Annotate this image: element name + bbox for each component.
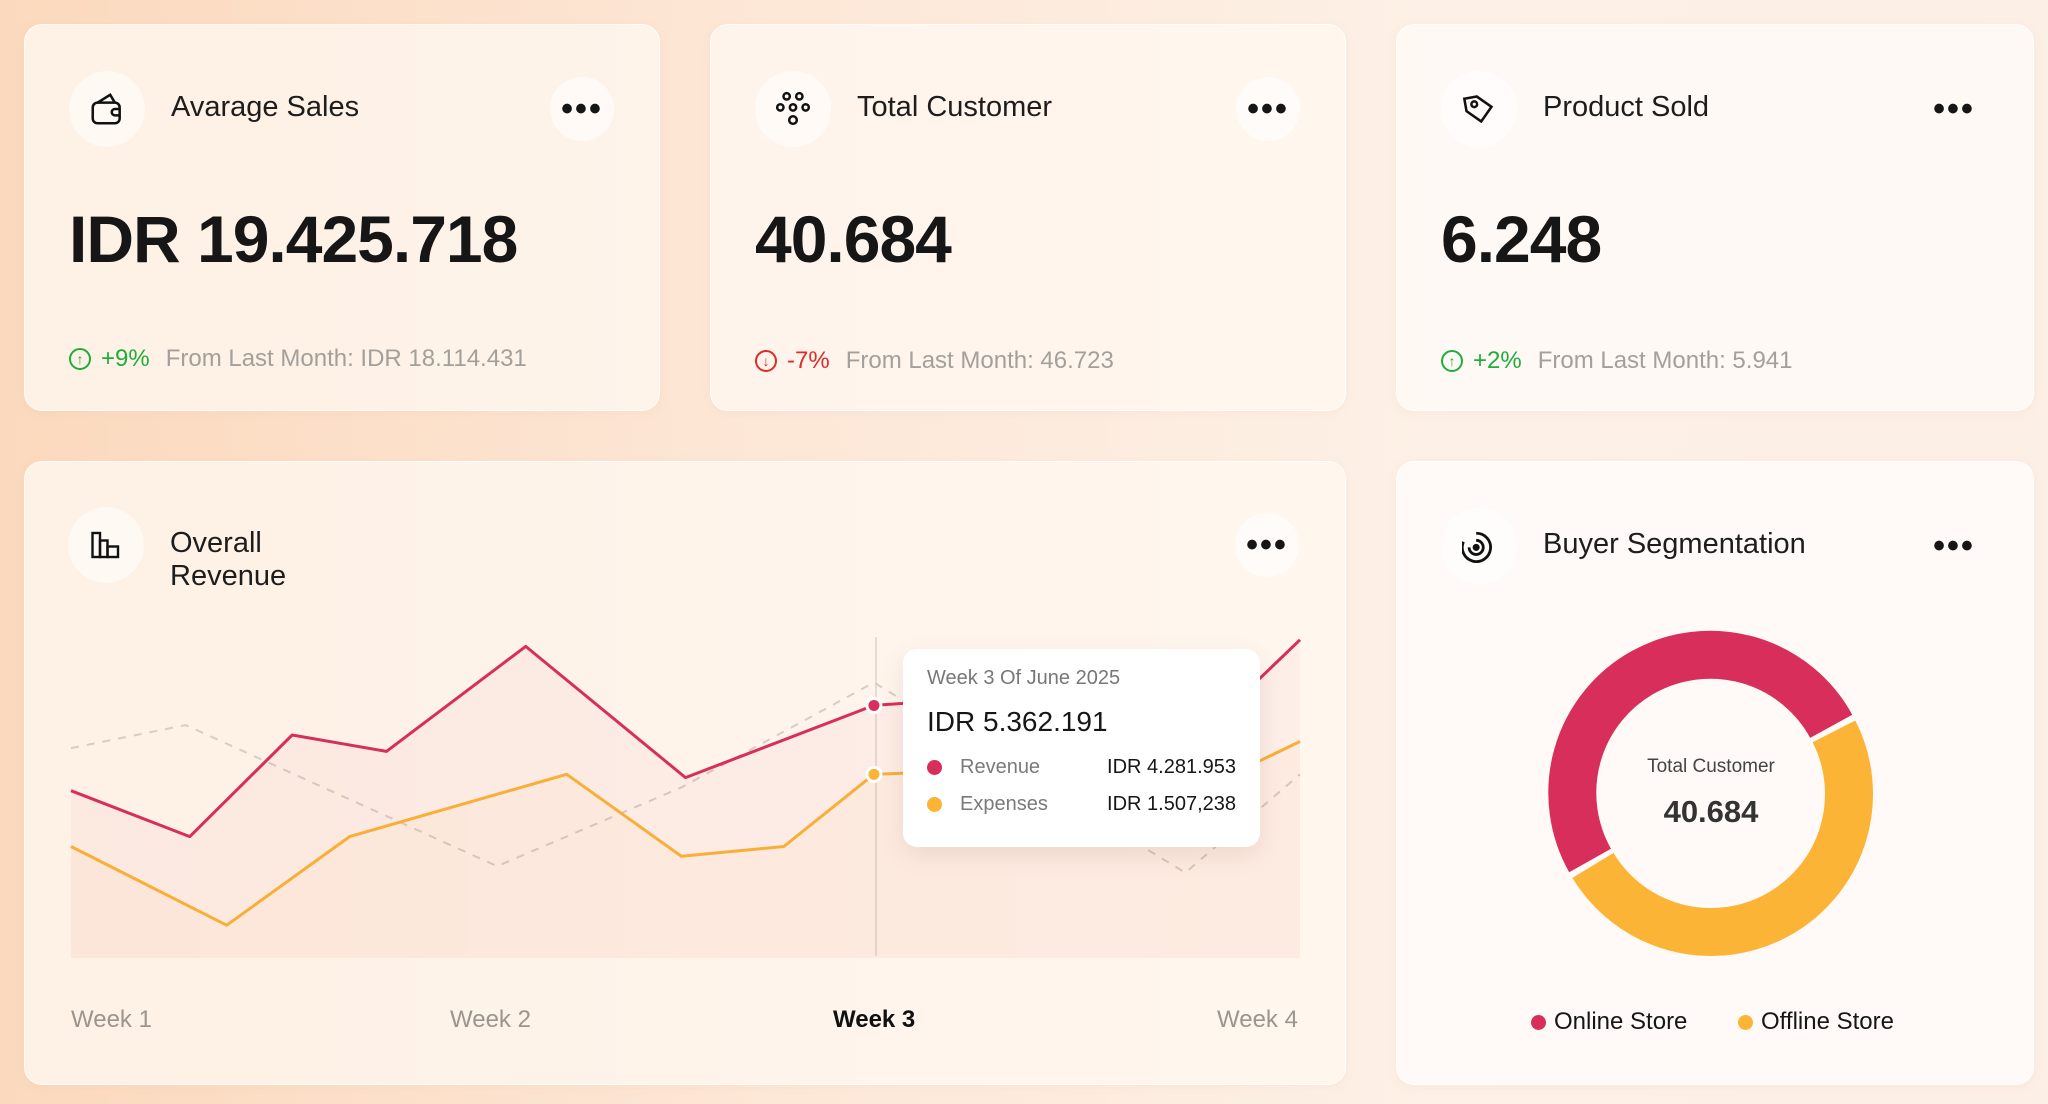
row-value: IDR 1.507,238 (1107, 793, 1236, 815)
stat-change: ↑ +9% From Last Month: IDR 18.114.431 (69, 345, 527, 373)
row-label: Expenses (960, 793, 1048, 815)
change-percent: -7% (787, 347, 830, 374)
x-tick-week-3[interactable]: Week 3 (833, 1006, 916, 1033)
stat-change: ↑ +2% From Last Month: 5.941 (1441, 347, 1793, 375)
change-percent: +2% (1473, 347, 1522, 374)
legend-offline-store: Offline Store (1738, 1008, 1894, 1036)
donut-center-label: Total Customer (1647, 756, 1775, 777)
target-icon (1441, 508, 1517, 584)
legend-online-store: Online Store (1531, 1008, 1687, 1036)
card-title: Overall Revenue (170, 527, 287, 592)
comparison-text: From Last Month: IDR 18.114.431 (165, 345, 527, 372)
stat-value: IDR 19.425.718 (69, 202, 518, 276)
tag-icon (1441, 71, 1517, 147)
stat-value: 40.684 (755, 202, 952, 276)
card-title: Total Customer (857, 91, 1053, 123)
stat-change: ↓ -7% From Last Month: 46.723 (755, 347, 1114, 375)
tooltip-total: IDR 5.362.191 (927, 706, 1108, 737)
wallet-icon (69, 71, 145, 147)
tooltip-row-revenue: Revenue IDR 4.281.953 (927, 756, 1236, 779)
more-options-button[interactable]: ••• (1236, 77, 1300, 141)
change-percent: +9% (101, 345, 150, 372)
more-options-button[interactable]: ••• (1235, 513, 1299, 577)
card-title: Avarage Sales (171, 91, 360, 123)
active-point-expenses[interactable] (865, 765, 883, 783)
expenses-dot-icon (927, 797, 942, 812)
stat-card-product-sold: Product Sold ••• 6.248 ↑ +2% From Last Mon… (1396, 24, 2034, 411)
users-icon (755, 71, 831, 147)
stat-card-total-customer: Total Customer ••• 40.684 ↓ -7% From Last … (710, 24, 1346, 411)
row-label: Revenue (960, 756, 1041, 778)
comparison-series-line (70, 681, 1301, 874)
tooltip-row-expenses: Expenses IDR 1.507,238 (927, 793, 1236, 816)
chart-tooltip: Week 3 Of June 2025 IDR 5.362.191 Revenu… (903, 649, 1260, 847)
buyer-donut-chart (1548, 630, 1873, 956)
revenue-dot-icon (927, 760, 942, 775)
donut-center-value: 40.684 (1663, 794, 1759, 829)
arrow-up-circle-icon: ↑ (1441, 350, 1463, 372)
buyer-segmentation-card: Buyer Segmentation ••• (1396, 461, 2034, 1085)
more-options-button[interactable]: ••• (1933, 90, 1975, 128)
more-options-button[interactable]: ••• (1933, 527, 1975, 565)
stat-card-average-sales: Avarage Sales ••• IDR 19.425.718 ↑ +9% Fro… (24, 24, 660, 411)
stat-value: 6.248 (1441, 202, 1602, 276)
card-title: Buyer Segmentation (1543, 528, 1806, 560)
donut-slice-online-store[interactable] (1548, 630, 1853, 873)
legend-label: Offline Store (1761, 1008, 1894, 1035)
tooltip-date: Week 3 Of June 2025 (927, 667, 1121, 689)
x-tick-week-1: Week 1 (71, 1006, 152, 1033)
legend-label: Online Store (1554, 1008, 1688, 1035)
row-value: IDR 4.281.953 (1107, 756, 1236, 778)
bar-chart-icon (68, 507, 144, 583)
active-point-revenue[interactable] (865, 696, 883, 714)
offline-dot-icon (1738, 1014, 1753, 1030)
online-dot-icon (1531, 1014, 1546, 1030)
comparison-text: From Last Month: 5.941 (1537, 347, 1793, 374)
comparison-text: From Last Month: 46.723 (845, 347, 1114, 374)
card-title: Product Sold (1543, 91, 1710, 123)
more-options-button[interactable]: ••• (550, 77, 614, 141)
arrow-up-circle-icon: ↑ (69, 348, 91, 370)
arrow-down-circle-icon: ↓ (755, 350, 777, 372)
x-tick-week-2: Week 2 (450, 1006, 531, 1033)
x-tick-week-4: Week 4 (1217, 1006, 1298, 1033)
donut-slice-offline-store[interactable] (1572, 720, 1873, 956)
